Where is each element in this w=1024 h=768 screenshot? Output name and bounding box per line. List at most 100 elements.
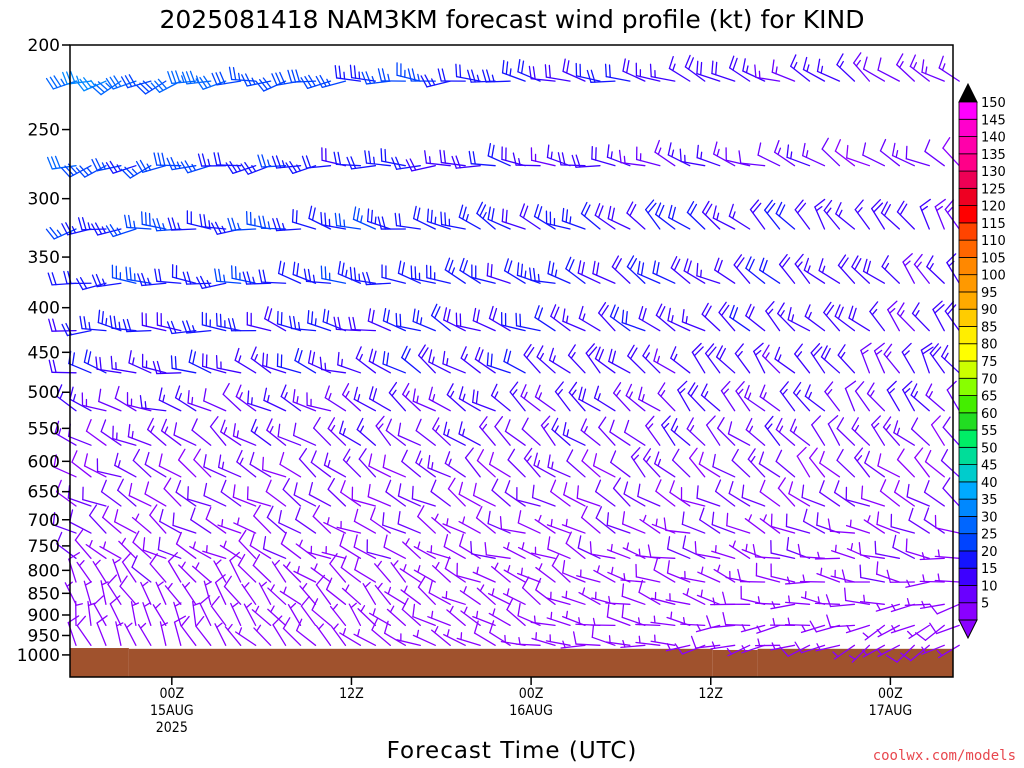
barb-full (250, 346, 257, 360)
barb-full (337, 316, 342, 331)
barb-full (301, 155, 308, 169)
barb-full (214, 221, 222, 235)
wind-barb (431, 513, 451, 534)
wind-barb (775, 201, 796, 230)
wind-barb (220, 479, 242, 507)
barb-half (184, 582, 191, 589)
barb-full (219, 313, 222, 328)
barb-half (756, 625, 762, 633)
barb-half (252, 276, 256, 285)
wind-barb (431, 561, 451, 583)
barb-full (821, 137, 829, 150)
barb-full (548, 347, 554, 361)
barb-staff (223, 585, 242, 605)
wind-barb (713, 564, 736, 583)
barb-staff (844, 387, 856, 412)
barb-half (71, 226, 77, 234)
wind-barb (875, 603, 900, 612)
wind-barb (613, 382, 631, 412)
barb-half (673, 425, 679, 434)
barb-full (717, 259, 723, 273)
barb-half (345, 456, 351, 464)
barb-half (871, 308, 878, 316)
barb-full (427, 454, 431, 469)
barb-full (263, 387, 268, 402)
barb-half (787, 617, 791, 626)
wind-barb (166, 320, 197, 335)
barb-full (156, 360, 162, 375)
barb-full (920, 342, 933, 351)
wind-barb (777, 477, 796, 507)
wind-barb (712, 205, 736, 230)
wind-barb (876, 624, 900, 638)
barb-half (745, 543, 748, 552)
wind-barb (550, 479, 571, 507)
barb-half (741, 624, 746, 632)
barb-staff (368, 465, 392, 478)
wind-barb (152, 218, 182, 232)
barb-half (737, 388, 744, 395)
wind-barb (530, 615, 556, 627)
barb-half (238, 627, 243, 635)
barb-full (205, 506, 212, 520)
barb-full (716, 345, 723, 358)
wind-barb (444, 451, 466, 478)
wind-barb (814, 596, 841, 605)
barb-full (506, 350, 512, 364)
barb-full (594, 203, 601, 216)
barb-half (463, 353, 468, 362)
wind-barb (770, 642, 796, 651)
barb-full (583, 204, 591, 217)
barb-half (610, 566, 614, 575)
barb-full (443, 534, 449, 548)
wind-barb (315, 574, 332, 605)
colorbar-label: 70 (981, 372, 998, 387)
barb-half (105, 317, 108, 326)
wind-barb (329, 553, 347, 583)
y-tick-label: 300 (28, 190, 60, 210)
barb-full (592, 453, 598, 467)
wind-barb (74, 529, 92, 559)
barb-full (923, 480, 930, 493)
barb-full (132, 530, 140, 543)
barb-staff (199, 603, 212, 627)
barb-staff (682, 547, 706, 559)
barb-half (131, 357, 135, 366)
barb-staff (680, 499, 706, 507)
barb-half (518, 637, 521, 645)
barb-full (124, 75, 133, 88)
barb-full (368, 348, 374, 362)
wind-barb (745, 303, 766, 332)
barb-full (232, 423, 236, 437)
barb-staff (295, 629, 317, 646)
wind-barb (291, 209, 317, 230)
barb-staff (665, 529, 691, 534)
y-tick-label: 200 (28, 36, 60, 56)
wind-barb (140, 581, 152, 605)
wind-barb (427, 454, 451, 478)
barb-staff (249, 544, 272, 559)
barb-half (281, 160, 286, 168)
barb-full (203, 482, 208, 497)
wind-barb (342, 383, 362, 412)
barb-half (754, 349, 762, 356)
barb-staff (149, 514, 167, 534)
barb-staff (292, 434, 317, 446)
barb-half (75, 603, 83, 607)
wind-barb (886, 569, 915, 583)
wind-barb (697, 566, 721, 583)
barb-full (355, 346, 362, 359)
wind-barb (446, 605, 466, 627)
barb-half (673, 353, 678, 362)
barb-full (854, 381, 865, 392)
wind-barb (399, 564, 421, 583)
barb-full (292, 422, 297, 437)
wind-barb (294, 347, 317, 374)
barb-full (79, 315, 83, 330)
barb-half (638, 635, 641, 644)
barb-full (468, 150, 472, 165)
barb-full (304, 75, 313, 88)
wind-barb (237, 553, 257, 583)
barb-half (869, 390, 875, 398)
barb-half (876, 648, 883, 656)
